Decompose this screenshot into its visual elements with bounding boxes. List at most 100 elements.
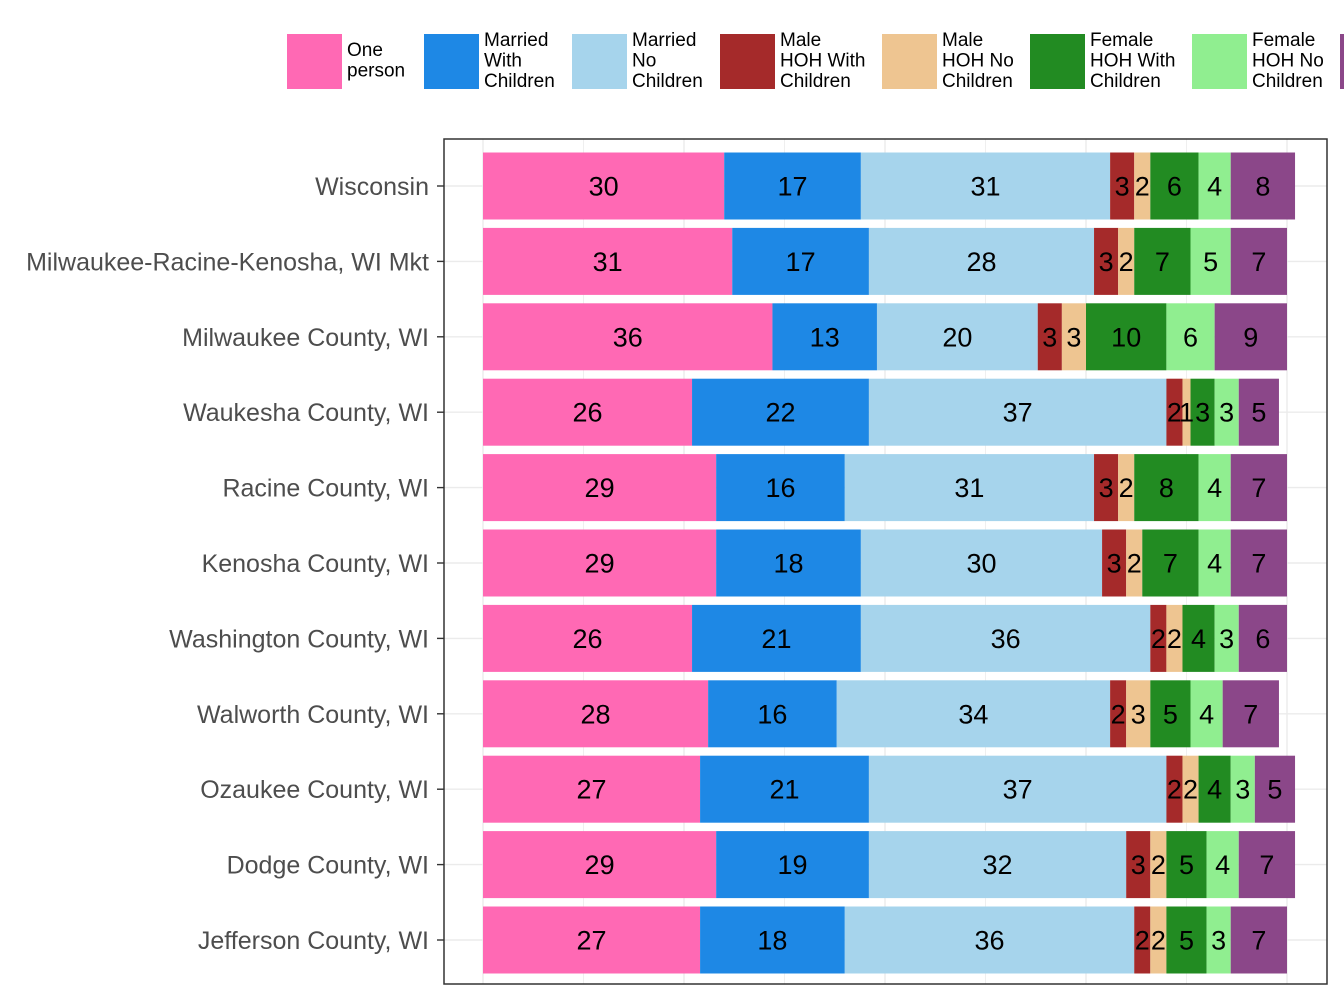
data-label: 3 bbox=[1131, 850, 1146, 880]
bar-segment bbox=[1126, 831, 1151, 899]
bar-segment bbox=[1118, 454, 1135, 522]
bar-segment bbox=[483, 454, 717, 522]
data-label: 2 bbox=[1183, 775, 1198, 805]
data-label: 6 bbox=[1167, 172, 1182, 202]
bar-segment bbox=[1150, 680, 1191, 748]
data-label: 4 bbox=[1207, 775, 1222, 805]
legend-label: Married No Children bbox=[632, 30, 703, 92]
legend-key bbox=[572, 34, 627, 89]
y-tick-label: Milwaukee-Racine-Kenosha, WI Mkt bbox=[26, 248, 429, 276]
data-label: 4 bbox=[1207, 473, 1222, 503]
bar-segment bbox=[1230, 227, 1287, 295]
legend-key bbox=[424, 34, 479, 89]
bar-segment bbox=[724, 152, 861, 220]
bar-segment bbox=[1086, 303, 1167, 371]
bar-segment bbox=[716, 831, 869, 899]
data-label: 7 bbox=[1251, 549, 1266, 579]
bar-segment bbox=[1134, 454, 1199, 522]
y-tick-label: Dodge County, WI bbox=[227, 852, 429, 880]
data-label: 3 bbox=[1131, 699, 1146, 729]
data-label: 1 bbox=[1179, 398, 1194, 428]
bar-segment bbox=[1166, 755, 1183, 823]
y-tick-label: Ozaukee County, WI bbox=[200, 776, 429, 804]
data-label: 10 bbox=[1111, 322, 1141, 352]
y-tick-label: Waukesha County, WI bbox=[183, 399, 429, 427]
data-label: 28 bbox=[581, 699, 611, 729]
data-label: 17 bbox=[778, 172, 808, 202]
bar-segment bbox=[1198, 755, 1231, 823]
data-label: 7 bbox=[1155, 247, 1170, 277]
bar-segment bbox=[1238, 831, 1296, 899]
bar-segment bbox=[1150, 152, 1199, 220]
data-label: 19 bbox=[778, 850, 808, 880]
bar-segment bbox=[1222, 680, 1279, 748]
data-label: 20 bbox=[942, 322, 972, 352]
legend-label: Female HOH With Children bbox=[1090, 30, 1176, 92]
bar-segment bbox=[700, 906, 845, 974]
bar-segment bbox=[716, 454, 845, 522]
bar-segment bbox=[483, 529, 717, 597]
bar-segment bbox=[708, 680, 837, 748]
bar-segment bbox=[692, 378, 869, 446]
bar-segment bbox=[1150, 604, 1167, 672]
data-label: 2 bbox=[1167, 398, 1182, 428]
bar-segment bbox=[1110, 152, 1135, 220]
data-label: 3 bbox=[1219, 398, 1234, 428]
bar-segment bbox=[1142, 529, 1199, 597]
data-label: 2 bbox=[1119, 247, 1134, 277]
bar-segment bbox=[483, 378, 693, 446]
bar-segment bbox=[1182, 604, 1215, 672]
bar-segment bbox=[483, 755, 701, 823]
bar-segment bbox=[1166, 831, 1207, 899]
bar-segment bbox=[1118, 227, 1135, 295]
data-label: 29 bbox=[585, 549, 615, 579]
bar-segment bbox=[1182, 755, 1199, 823]
data-label: 22 bbox=[765, 398, 795, 428]
bar-segment bbox=[1230, 755, 1255, 823]
bar-segment bbox=[483, 680, 709, 748]
data-label: 7 bbox=[1251, 247, 1266, 277]
bar-segment bbox=[868, 227, 1095, 295]
data-label: 2 bbox=[1135, 926, 1150, 956]
data-label: 7 bbox=[1251, 473, 1266, 503]
legend-key bbox=[1340, 34, 1344, 89]
bar-segment bbox=[483, 227, 733, 295]
bar-segment bbox=[700, 755, 869, 823]
data-label: 16 bbox=[757, 699, 787, 729]
bar-segment bbox=[1102, 529, 1127, 597]
data-label: 16 bbox=[765, 473, 795, 503]
data-label: 3 bbox=[1195, 398, 1210, 428]
data-label: 7 bbox=[1243, 699, 1258, 729]
y-tick-label: Washington County, WI bbox=[169, 625, 429, 653]
bar-segment bbox=[868, 831, 1127, 899]
bar-segment bbox=[1238, 378, 1279, 446]
legend-label: One person bbox=[347, 40, 405, 82]
legend: One person Married With Children Married No Chi… bbox=[287, 30, 1344, 92]
data-label: 3 bbox=[1099, 247, 1114, 277]
data-label: 7 bbox=[1163, 549, 1178, 579]
data-label: 9 bbox=[1243, 322, 1258, 352]
bar-segment bbox=[732, 227, 869, 295]
data-label: 3 bbox=[1219, 624, 1234, 654]
bar-segment bbox=[1061, 303, 1086, 371]
legend-label: Male HOH No Children bbox=[942, 30, 1014, 92]
data-label: 5 bbox=[1179, 850, 1194, 880]
bar-segment bbox=[1150, 906, 1167, 974]
bar-segment bbox=[868, 378, 1167, 446]
legend-key bbox=[720, 34, 775, 89]
bar-segment bbox=[1206, 831, 1239, 899]
bar-segment bbox=[1094, 454, 1119, 522]
data-label: 3 bbox=[1235, 775, 1250, 805]
bar-segment bbox=[860, 529, 1103, 597]
legend-label: Married With Children bbox=[484, 30, 555, 92]
bar-segment bbox=[1134, 906, 1151, 974]
data-label: 2 bbox=[1127, 549, 1142, 579]
bar-segment bbox=[1230, 454, 1287, 522]
data-label: 21 bbox=[769, 775, 799, 805]
legend-key bbox=[287, 34, 342, 89]
data-label: 30 bbox=[589, 172, 619, 202]
bar-segment bbox=[844, 454, 1095, 522]
data-label: 32 bbox=[983, 850, 1013, 880]
data-label: 37 bbox=[1003, 775, 1033, 805]
bar-segment bbox=[844, 906, 1135, 974]
